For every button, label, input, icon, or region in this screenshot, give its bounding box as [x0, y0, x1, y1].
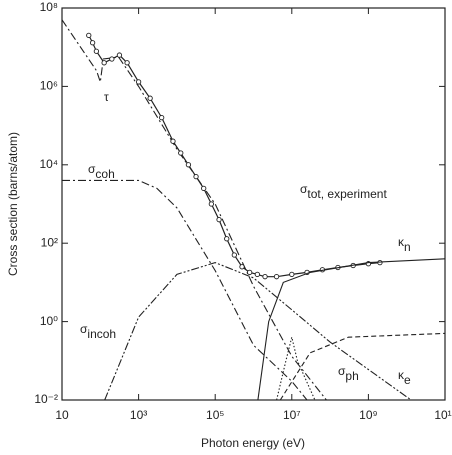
- curve: [257, 258, 446, 401]
- curve-label: κe: [398, 368, 411, 387]
- x-tick-label: 10³: [130, 408, 147, 422]
- y-tick-label: 10⁶: [40, 79, 58, 93]
- data-point: [178, 150, 184, 156]
- data-point: [86, 32, 92, 39]
- y-tick-label: 10⁻²: [34, 392, 58, 406]
- data-point: [109, 56, 115, 62]
- data-point: [247, 269, 253, 276]
- x-axis-label: Photon energy (eV): [201, 436, 305, 450]
- data-point: [262, 274, 268, 280]
- data-point: [239, 264, 245, 270]
- experiment-line: [88, 35, 380, 278]
- curve-label: σincoh: [80, 322, 116, 341]
- data-point: [254, 271, 260, 278]
- data-point: [135, 79, 142, 85]
- y-tick-label: 10⁰: [40, 314, 58, 328]
- data-point: [124, 60, 130, 66]
- data-point: [101, 60, 107, 66]
- plot-frame: [61, 7, 446, 401]
- curve-label: σtot, experiment: [300, 182, 387, 201]
- x-tick-label: 10⁹: [359, 408, 378, 422]
- curve: [279, 332, 446, 401]
- data-point: [170, 138, 176, 144]
- curve-label: σph: [338, 364, 359, 383]
- data-point: [273, 274, 280, 280]
- y-axis-label: Cross section (barns/atom): [6, 132, 20, 276]
- data-point: [159, 114, 165, 121]
- curve-label: σcoh: [88, 162, 115, 181]
- data-point: [89, 40, 96, 46]
- data-point: [147, 95, 153, 101]
- data-point: [231, 252, 237, 258]
- data-point: [185, 162, 192, 168]
- data-point: [116, 52, 123, 58]
- y-tick-label: 10⁴: [39, 157, 58, 171]
- curve-label: τ: [104, 90, 109, 104]
- y-tick-label: 10⁸: [40, 0, 58, 14]
- curve: [276, 337, 316, 401]
- curve: [104, 262, 412, 401]
- x-tick-label: 10⁷: [283, 408, 301, 422]
- data-point: [201, 185, 207, 192]
- curve-label: κn: [398, 235, 411, 254]
- curve: [61, 19, 327, 401]
- data-point: [93, 48, 100, 54]
- data-point: [224, 236, 230, 242]
- data-point: [193, 173, 199, 180]
- x-tick-label: 10⁵: [206, 408, 224, 422]
- curve: [62, 179, 308, 401]
- data-point: [216, 216, 222, 223]
- data-point: [208, 201, 215, 207]
- y-tick-label: 10²: [41, 235, 58, 249]
- data-point: [289, 271, 295, 278]
- x-tick-label: 10: [55, 408, 69, 422]
